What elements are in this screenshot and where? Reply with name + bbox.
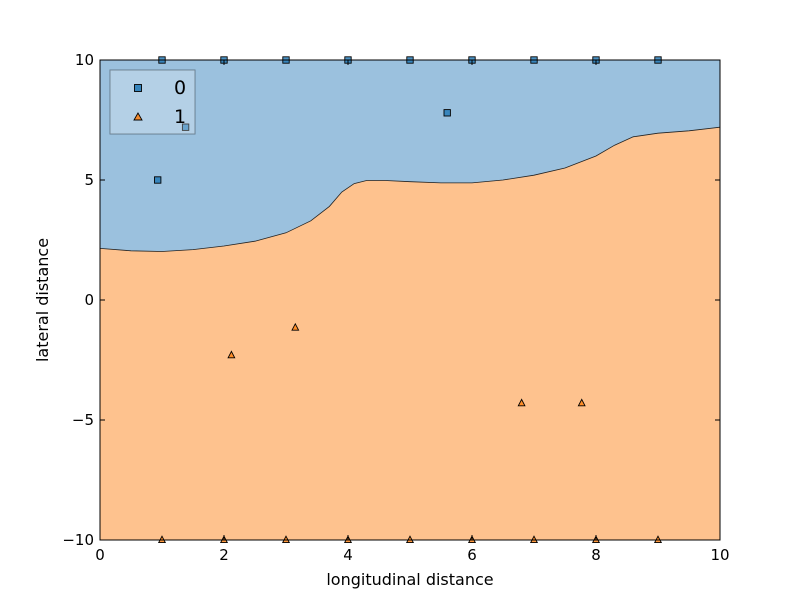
data-point-class-1	[529, 535, 539, 544]
legend-label-class-0: 0	[174, 77, 186, 99]
data-point-class-0	[181, 123, 190, 131]
y-tick-label: 10	[75, 51, 94, 69]
legend: 0 1	[109, 69, 196, 135]
data-point-class-0	[443, 109, 451, 117]
data-point-class-1	[281, 535, 291, 544]
y-tick-label: 5	[84, 171, 94, 189]
x-tick-label: 10	[710, 546, 729, 564]
y-tick-label: 0	[84, 291, 94, 309]
data-point-class-1	[517, 398, 526, 407]
data-point-class-1	[653, 535, 663, 544]
data-point-class-1	[227, 350, 236, 359]
legend-marker-class-0	[134, 84, 142, 92]
legend-box	[109, 69, 196, 135]
decision-region-class-1	[100, 127, 720, 540]
x-tick-label: 8	[591, 546, 601, 564]
data-point-class-1	[577, 398, 586, 407]
x-axis-label: longitudinal distance	[326, 570, 493, 589]
legend-marker-class-1	[133, 112, 143, 121]
y-tick-label: −5	[72, 411, 94, 429]
y-tick-label: −10	[62, 531, 94, 549]
x-axis: 0 2 4 6 8 10	[95, 60, 730, 564]
x-tick-label: 6	[467, 546, 477, 564]
data-markers	[154, 109, 586, 407]
data-point-class-1	[405, 535, 415, 544]
legend-label-class-1: 1	[174, 106, 186, 128]
data-point-class-1	[291, 322, 300, 331]
data-point-class-0	[154, 176, 162, 184]
x-tick-label: 4	[343, 546, 353, 564]
decision-boundary-line	[100, 126, 720, 252]
x-tick-label: 2	[219, 546, 229, 564]
y-axis-label: lateral distance	[33, 238, 52, 362]
data-point-class-1	[157, 535, 167, 544]
x-tick-label: 0	[95, 546, 105, 564]
